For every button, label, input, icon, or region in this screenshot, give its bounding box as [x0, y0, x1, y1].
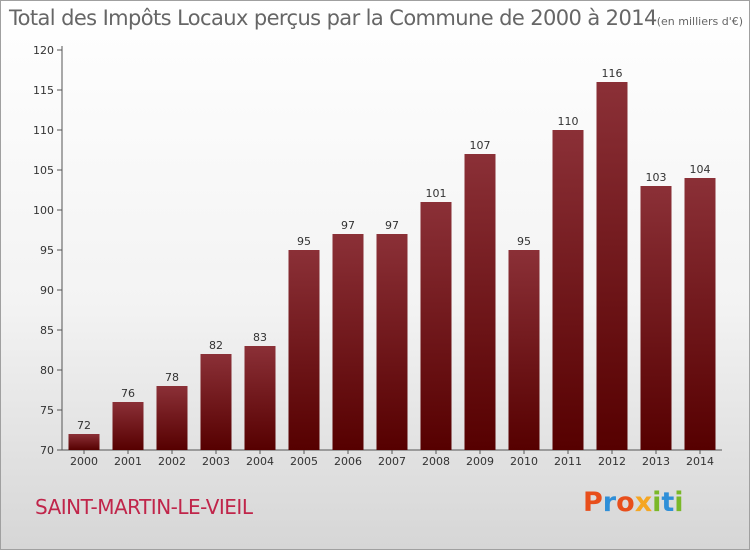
- logo-letter: r: [602, 487, 617, 518]
- data-label-2008: 101: [426, 187, 447, 200]
- x-tick-label-2011: 2011: [554, 455, 582, 468]
- bar-2010: [508, 250, 540, 450]
- y-tick-label: 90: [40, 284, 54, 297]
- data-label-2006: 97: [341, 219, 355, 232]
- x-tick-label-2006: 2006: [334, 455, 362, 468]
- chart-title-text: Total des Impôts Locaux perçus par la Co…: [9, 6, 657, 30]
- bar-2006: [332, 234, 364, 450]
- bar-2012: [596, 82, 628, 450]
- logo-letter: x: [634, 487, 653, 518]
- x-tick-label-2005: 2005: [290, 455, 318, 468]
- bar-2000: [68, 434, 100, 450]
- bar-2013: [640, 186, 672, 450]
- proxiti-logo: Proxiti: [583, 487, 684, 518]
- data-label-2000: 72: [77, 419, 91, 432]
- data-labels: 72 76 78 82 83 95 97 97 101 107 95 110 116 103 104: [77, 67, 711, 432]
- y-tick-label: 110: [33, 124, 54, 137]
- bar-2005: [288, 250, 320, 450]
- logo-letter: i: [674, 487, 684, 518]
- x-tick-label-2012: 2012: [598, 455, 626, 468]
- x-tick-label-2013: 2013: [642, 455, 670, 468]
- data-label-2010: 95: [517, 235, 531, 248]
- x-tick-label-2008: 2008: [422, 455, 450, 468]
- y-tick-label: 120: [33, 44, 54, 57]
- data-label-2012: 116: [602, 67, 623, 80]
- y-tick-label: 75: [40, 404, 54, 417]
- logo-letter: t: [661, 487, 675, 518]
- y-tick-label: 85: [40, 324, 54, 337]
- logo-letter: i: [652, 487, 662, 518]
- data-label-2009: 107: [470, 139, 491, 152]
- x-tick-label-2007: 2007: [378, 455, 406, 468]
- x-tick-label-2010: 2010: [510, 455, 538, 468]
- bar-2014: [684, 178, 716, 450]
- y-tick-label: 105: [33, 164, 54, 177]
- data-label-2004: 83: [253, 331, 267, 344]
- commune-name: SAINT-MARTIN-LE-VIEIL: [35, 495, 253, 519]
- data-label-2005: 95: [297, 235, 311, 248]
- y-tick-label: 95: [40, 244, 54, 257]
- x-tick-label-2000: 2000: [70, 455, 98, 468]
- bar-2007: [376, 234, 408, 450]
- x-tick-label-2001: 2001: [114, 455, 142, 468]
- chart-title: Total des Impôts Locaux perçus par la Co…: [9, 6, 743, 30]
- logo-letter: P: [583, 487, 603, 518]
- y-tick-label: 80: [40, 364, 54, 377]
- x-tick-label-2014: 2014: [686, 455, 714, 468]
- bar-2011: [552, 130, 584, 450]
- bar-2001: [112, 402, 144, 450]
- y-tick-label: 100: [33, 204, 54, 217]
- data-label-2001: 76: [121, 387, 135, 400]
- bar-2003: [200, 354, 232, 450]
- data-label-2003: 82: [209, 339, 223, 352]
- chart-title-unit: (en milliers d'€): [656, 15, 744, 28]
- y-tick-label: 115: [33, 84, 54, 97]
- x-tick-label-2002: 2002: [158, 455, 186, 468]
- bar-2002: [156, 386, 188, 450]
- bars: [68, 82, 716, 450]
- data-label-2007: 97: [385, 219, 399, 232]
- data-label-2013: 103: [646, 171, 667, 184]
- y-tick-label: 70: [40, 444, 54, 457]
- bar-2004: [244, 346, 276, 450]
- bar-2009: [464, 154, 496, 450]
- x-tick-label-2009: 2009: [466, 455, 494, 468]
- data-label-2014: 104: [690, 163, 711, 176]
- bar-2008: [420, 202, 452, 450]
- x-tick-label-2003: 2003: [202, 455, 230, 468]
- data-label-2002: 78: [165, 371, 179, 384]
- logo-letter: o: [616, 487, 635, 518]
- data-label-2011: 110: [558, 115, 579, 128]
- x-tick-label-2004: 2004: [246, 455, 274, 468]
